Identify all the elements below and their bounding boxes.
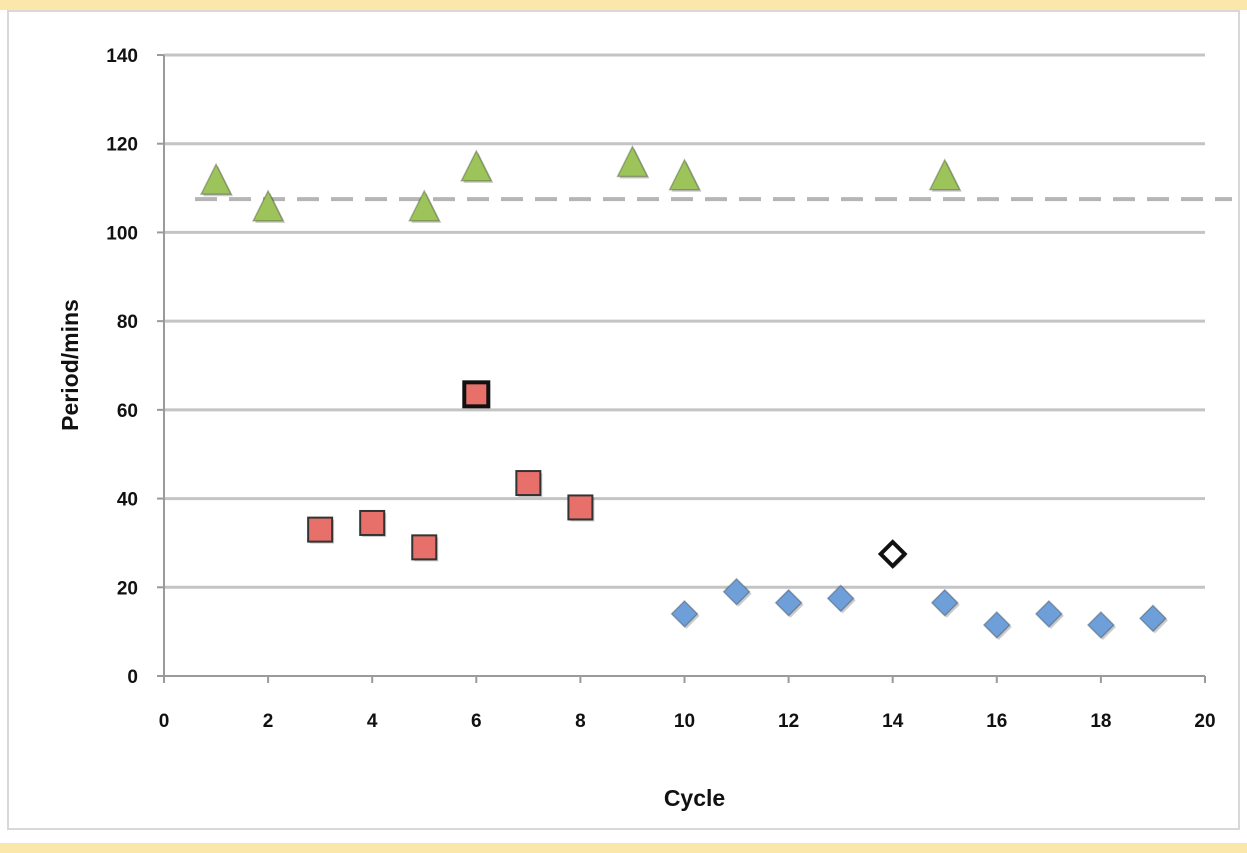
diamond-point (930, 588, 960, 618)
square-point (567, 494, 595, 522)
x-tick-label: 12 (778, 711, 799, 732)
triangle-point (408, 189, 442, 223)
diamond-point (877, 539, 908, 569)
chart-border (7, 10, 1240, 830)
x-axis-title: Cycle (664, 785, 725, 811)
axes (157, 54, 1206, 683)
x-tick-labels: 0 2 4 6 8 10 12 14 16 18 20 (159, 711, 1216, 732)
y-axis-title: Period/mins (57, 299, 83, 431)
diamond-point (982, 610, 1012, 640)
diamond-point (826, 584, 856, 614)
triangle-point (251, 189, 286, 223)
chart-frame: 0 2 4 6 8 10 12 14 16 18 20 0 20 40 60 80 100 120 140 Cyc… (0, 10, 1247, 843)
x-tick-label: 10 (674, 711, 695, 732)
square-point (307, 516, 335, 544)
y-tick-label: 140 (106, 46, 138, 67)
y-tick-label: 100 (106, 223, 138, 244)
x-tick-label: 18 (1090, 711, 1111, 732)
data-points (199, 144, 1168, 640)
x-tick-label: 6 (471, 711, 482, 732)
diamond-point (670, 599, 700, 629)
y-tick-label: 40 (117, 490, 138, 511)
x-tick-label: 4 (367, 711, 378, 732)
x-tick-label: 20 (1194, 711, 1215, 732)
x-tick-label: 0 (159, 711, 170, 732)
scatter-chart: 0 2 4 6 8 10 12 14 16 18 20 0 20 40 60 80 100 120 140 Cyc… (7, 10, 1240, 830)
y-tick-label: 80 (117, 312, 138, 333)
triangle-point (460, 149, 494, 183)
square-point (359, 509, 387, 537)
diamond-point (1138, 604, 1168, 634)
diamond-point (1034, 599, 1064, 629)
x-tick-label: 14 (882, 711, 904, 732)
diamond-point (774, 588, 804, 618)
y-tick-label: 20 (117, 578, 138, 599)
x-tick-label: 2 (263, 711, 274, 732)
x-tick-label: 8 (575, 711, 586, 732)
triangle-point (616, 144, 650, 179)
y-tick-label: 60 (117, 401, 138, 422)
triangle-point (199, 162, 234, 197)
y-tick-label: 0 (127, 667, 138, 688)
square-point (462, 380, 491, 409)
diamond-point (722, 577, 752, 607)
y-tick-label: 120 (106, 135, 138, 156)
diamond-point (1086, 610, 1116, 640)
triangle-point (668, 158, 702, 192)
x-tick-label: 16 (986, 711, 1007, 732)
y-tick-labels: 0 20 40 60 80 100 120 140 (106, 46, 138, 688)
triangle-point (928, 158, 962, 192)
square-point (411, 534, 439, 562)
square-point (515, 470, 543, 498)
gridlines (164, 53, 1205, 589)
